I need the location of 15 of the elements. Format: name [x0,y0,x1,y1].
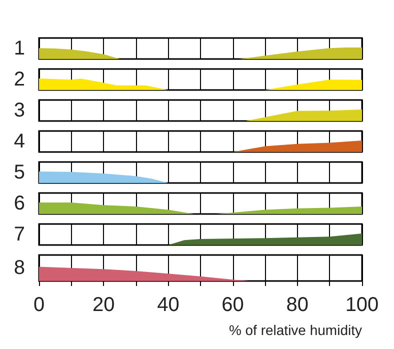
x-tick-label: 60 [222,294,244,316]
x-tick-label: 0 [33,294,45,316]
x-axis-title: % of relative humidity [228,322,362,338]
y-axis-title: 7 [14,224,25,246]
y-axis-title: 2 [14,68,25,90]
y-axis-title: 4 [14,130,25,152]
y-axis-title: 8 [14,257,25,279]
x-tick-label: 80 [286,294,309,316]
y-axis-title: 6 [14,192,25,214]
y-axis-title: 1 [14,38,25,60]
x-tick-label: 100 [345,294,379,316]
y-axis-title: 3 [14,100,25,122]
x-tick-label: 40 [157,294,180,316]
x-tick-label: 20 [92,294,115,316]
y-axis-title: 5 [14,162,25,184]
